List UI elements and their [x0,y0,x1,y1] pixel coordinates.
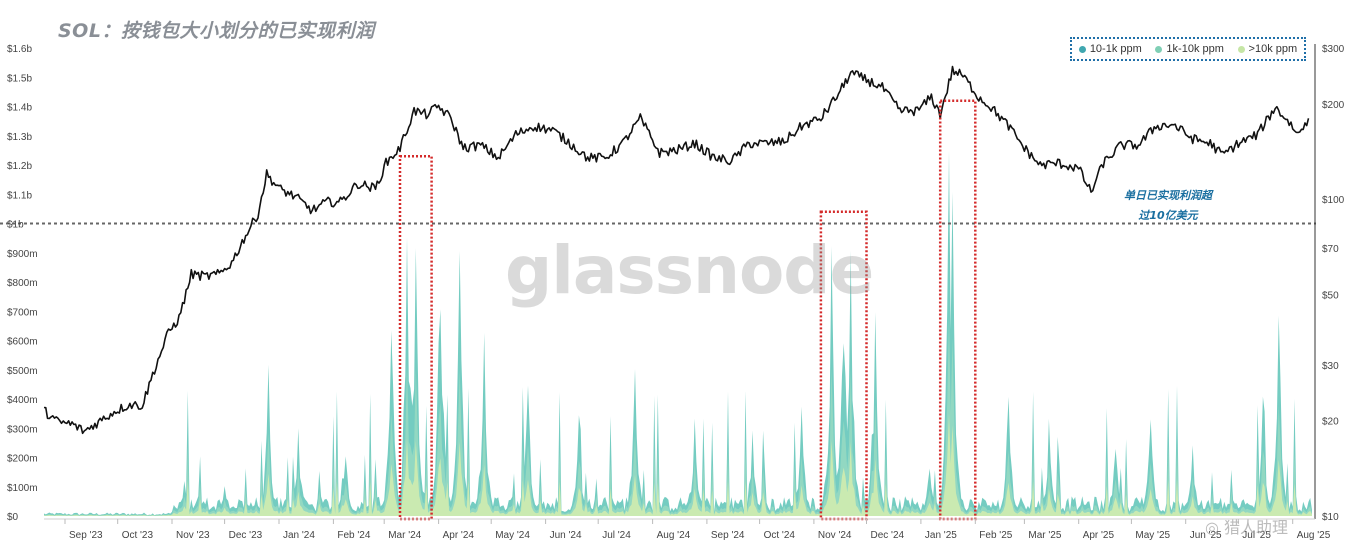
y-right-tick-label: $10 [1322,512,1339,523]
legend-dot-1k-10k [1155,45,1163,53]
legend-label-10-1k: 10-1k ppm [1089,43,1142,55]
y-right-tick-label: $30 [1322,361,1339,372]
y-left-tick-label: $1.2b [7,161,32,172]
x-tick-label: Jan '25 [925,530,957,541]
axes: $0 $100m $200m $300m $400m $500m $600m $700m $80… [7,44,1345,541]
x-tick-label: Dec '23 [229,530,263,541]
y-left-tick-label: $1.4b [7,103,32,114]
x-tick-label: Feb '24 [337,530,370,541]
legend-dot-10-1k [1078,45,1086,53]
annotation-line-1: 单日已实现利润超 [1124,189,1212,202]
x-tick-label: Aug '24 [657,530,691,541]
x-tick-label: Nov '24 [818,530,852,541]
annotation-line-2: 过10亿美元 [1138,209,1198,222]
y-right-tick-label: $300 [1322,44,1345,55]
y-right-tick-label: $50 [1322,291,1339,302]
x-tick-label: Sep '23 [69,530,103,541]
x-tick-label: Oct '24 [764,530,796,541]
x-tick-label: Oct '23 [122,530,154,541]
x-tick-label: Jul '24 [602,530,631,541]
y-left-tick-label: $200m [7,454,38,465]
y-left-tick-label: $700m [7,307,38,318]
y-right-tick-label: $200 [1322,100,1345,111]
legend-item-10-1k[interactable]: 10-1k ppm [1078,43,1142,55]
x-tick-label: Jun '25 [1190,530,1222,541]
x-tick-label: Apr '25 [1083,530,1115,541]
x-tick-label: Sep '24 [711,530,745,541]
y-right-tick-label: $20 [1322,417,1339,428]
y-left-tick-label: $900m [7,249,38,260]
corner-watermark: ◎ 猎人助理 [1205,518,1289,537]
legend-item-1k-10k[interactable]: 1k-10k ppm [1155,43,1224,55]
legend-dot-10k-plus [1237,45,1245,53]
x-tick-label: Mar '24 [388,530,421,541]
x-tick-label: May '25 [1135,530,1170,541]
y-left-tick-label: $0 [7,512,19,523]
y-right-tick-label: $100 [1322,195,1345,206]
y-left-tick-label: $800m [7,278,38,289]
threshold-annotation: 单日已实现利润超 过10亿美元 [1118,186,1218,226]
legend-label-1k-10k: 1k-10k ppm [1166,43,1224,55]
y-left-tick-label: $1.3b [7,132,32,143]
x-tick-label: Jun '24 [550,530,582,541]
chart-title: SOL：按钱包大小划分的已实现利润 [58,20,375,42]
x-tick-label: Nov '23 [176,530,210,541]
y-left-tick-label: $1.5b [7,73,32,84]
highlight-box-3 [938,99,977,521]
y-left-tick-label: $600m [7,337,38,348]
y-left-tick-label: $300m [7,424,38,435]
x-tick-label: Aug '25 [1297,530,1331,541]
y-left-tick-label: $1.6b [7,44,32,55]
y-left-tick-label: $400m [7,395,38,406]
x-tick-label: Mar '25 [1028,530,1061,541]
glassnode-watermark: glassnode [505,232,874,309]
legend-label-10k-plus: >10k ppm [1248,43,1298,55]
x-tick-label: Apr '24 [443,530,475,541]
highlight-boxes [398,99,977,521]
highlight-box-1 [398,154,433,521]
x-tick-label: Feb '25 [979,530,1012,541]
area-1k-10k-ppm [44,315,1312,516]
x-tick-label: Jul '25 [1242,530,1271,541]
y-left-tick-label: $500m [7,366,38,377]
price-layer [43,65,1310,435]
legend: 10-1k ppm 1k-10k ppm >10k ppm [1070,37,1306,61]
x-tick-label: May '24 [495,530,530,541]
sol-price-line [43,65,1310,435]
y-right-tick-label: $70 [1322,244,1339,255]
legend-item-10k-plus[interactable]: >10k ppm [1237,43,1298,55]
y-left-tick-label: $1b [7,220,24,231]
y-left-tick-label: $100m [7,483,38,494]
x-tick-label: Jan '24 [283,530,315,541]
x-tick-label: Dec '24 [871,530,905,541]
y-left-tick-label: $1.1b [7,190,32,201]
